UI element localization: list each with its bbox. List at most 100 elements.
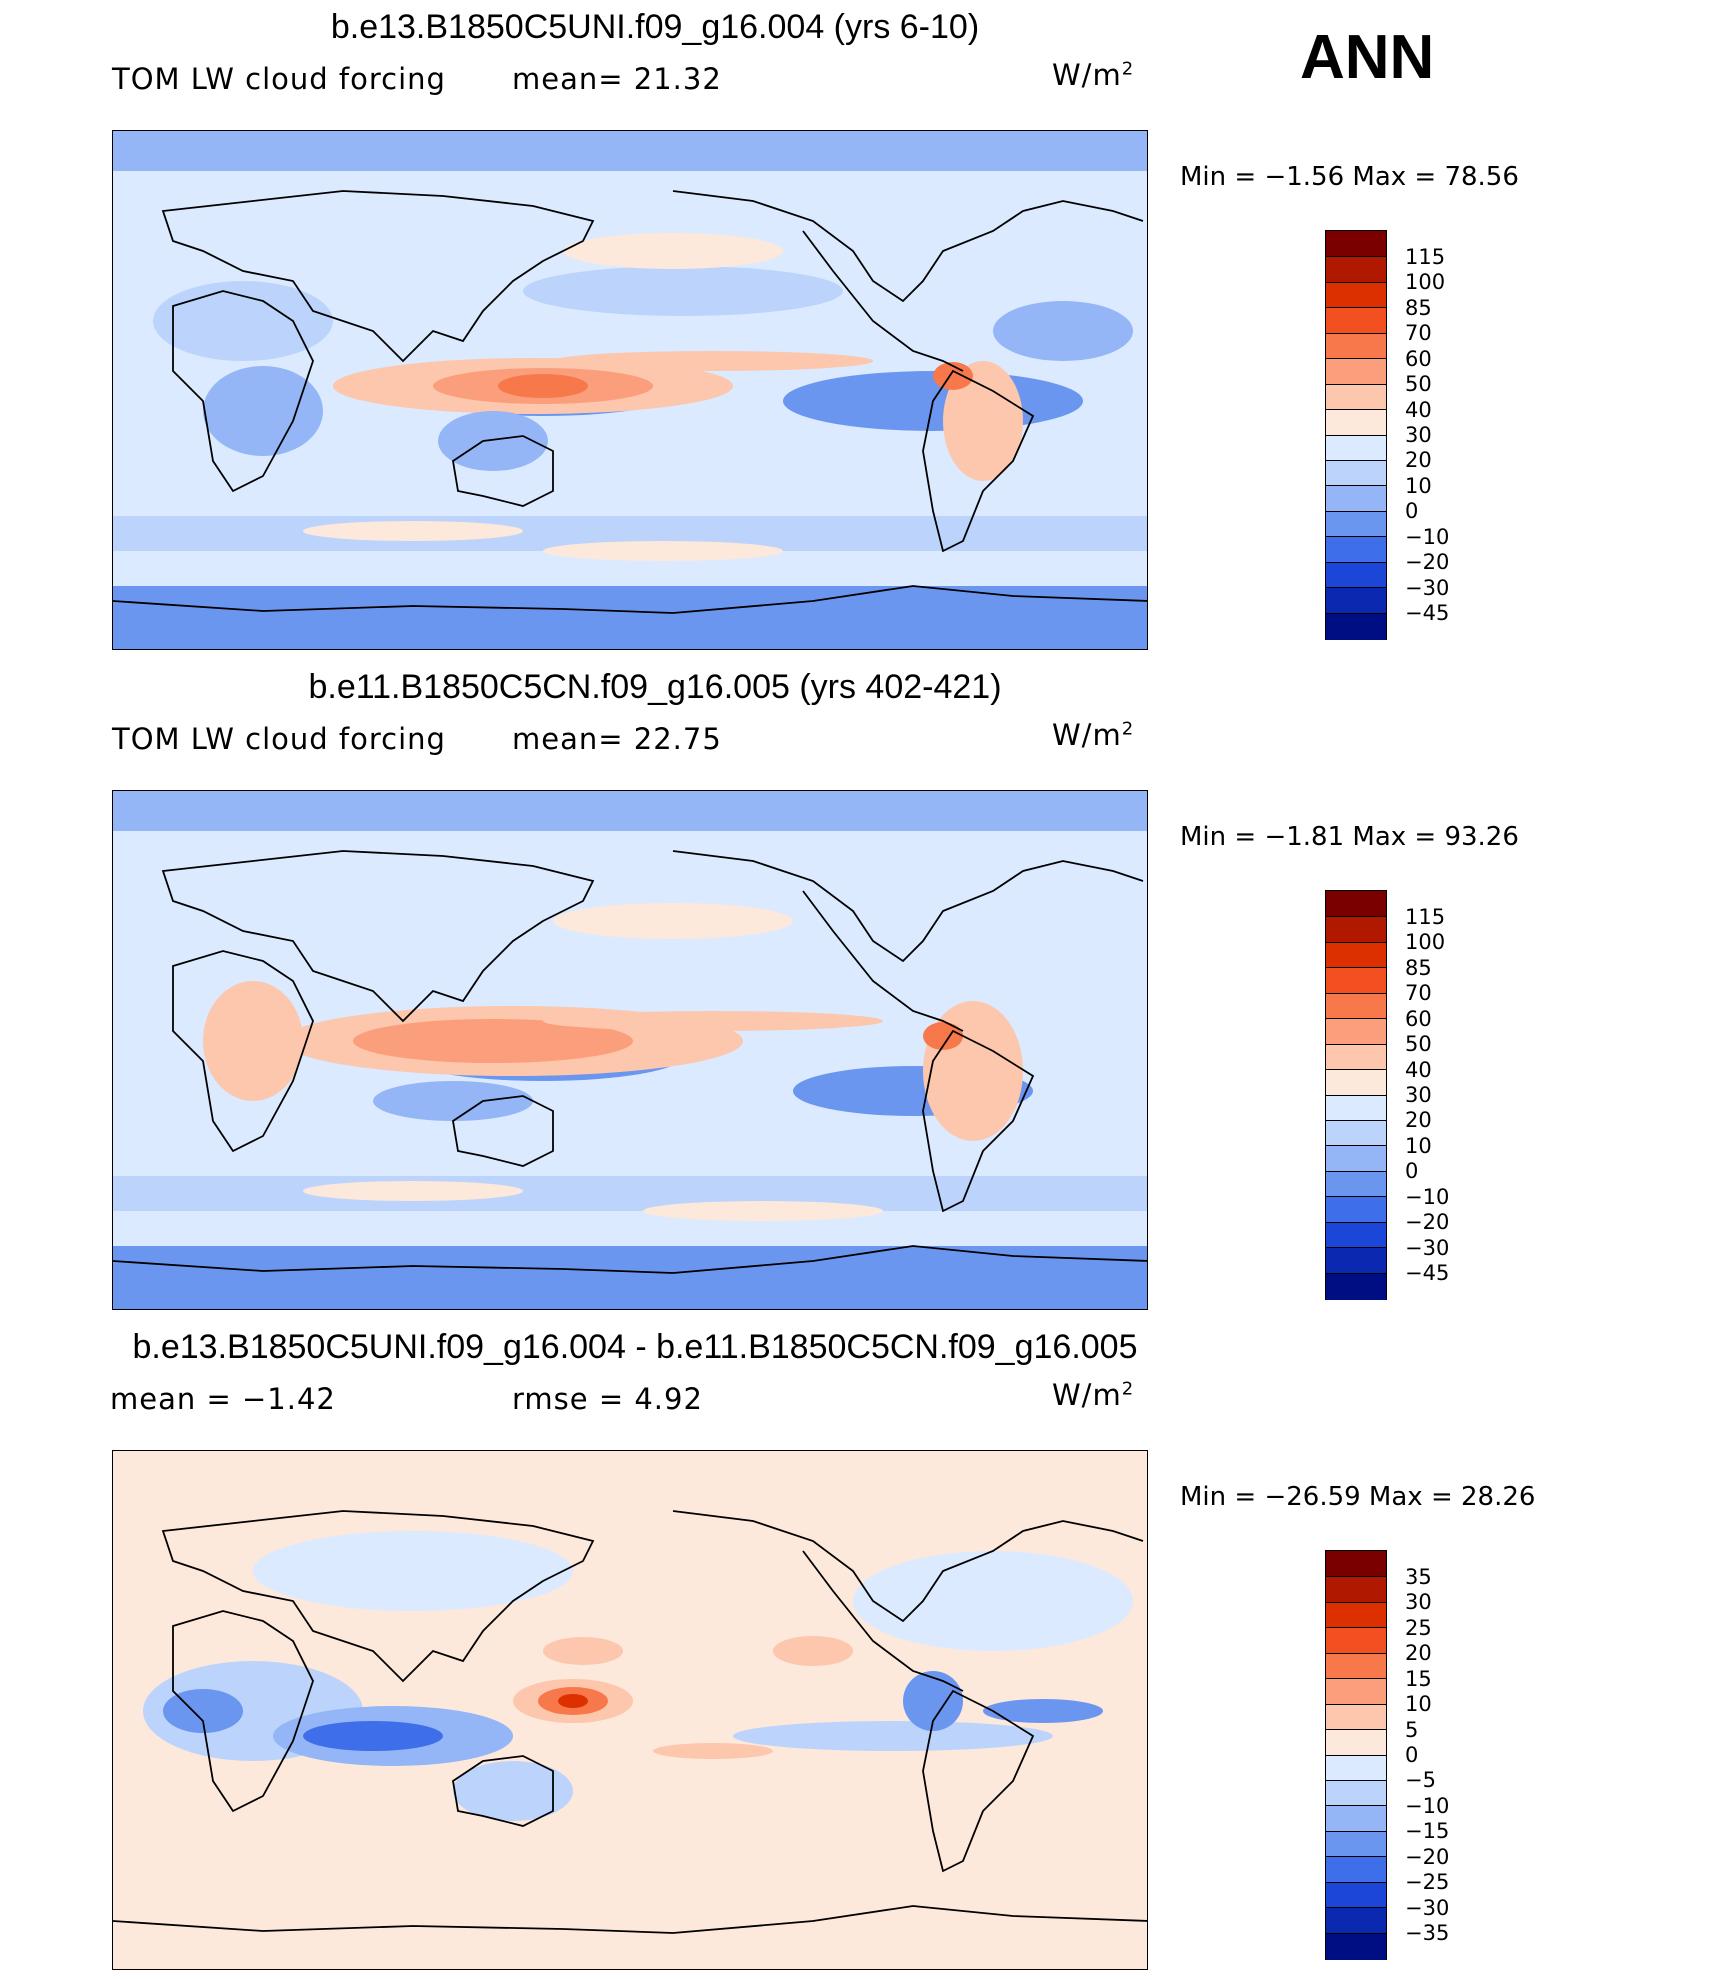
colorbar-swatch xyxy=(1326,1805,1386,1833)
colorbar-swatch xyxy=(1326,1094,1386,1122)
colorbar-swatch xyxy=(1326,1170,1386,1198)
colorbar-swatch xyxy=(1326,409,1386,436)
colorbar-level-label: −20 xyxy=(1405,1844,1450,1869)
colorbar-swatch xyxy=(1326,1272,1386,1300)
colorbar-swatch xyxy=(1326,231,1386,257)
colorbar-level-label: −30 xyxy=(1405,1235,1450,1260)
units-label: W/m2 xyxy=(1052,1378,1135,1412)
world-map xyxy=(112,1450,1148,1970)
colorbar-level-label: −45 xyxy=(1405,601,1450,626)
colorbar-swatch xyxy=(1326,1678,1386,1706)
colorbar-swatch xyxy=(1326,1145,1386,1173)
colorbar-swatch xyxy=(1326,332,1386,360)
colorbar-level-label: 35 xyxy=(1405,1564,1432,1589)
colorbar-level-label: 25 xyxy=(1405,1615,1432,1640)
colorbar-level-label: 20 xyxy=(1405,1108,1432,1133)
colorbar-level-label: 30 xyxy=(1405,1590,1432,1615)
colorbar-swatch xyxy=(1326,587,1386,615)
colorbar-swatch xyxy=(1326,536,1386,564)
colorbar-level-label: 0 xyxy=(1405,1159,1419,1184)
colorbar-level-label: 20 xyxy=(1405,448,1432,473)
colorbar-level-label: 70 xyxy=(1405,321,1432,346)
colorbar-swatch xyxy=(1326,1830,1386,1858)
colorbar-swatch xyxy=(1326,1043,1386,1071)
colorbar-swatch xyxy=(1326,1551,1386,1577)
colorbar-swatch xyxy=(1326,434,1386,462)
mean-label: mean= 22.75 xyxy=(512,722,722,756)
colorbar-level-label: 30 xyxy=(1405,1083,1432,1107)
colorbar-level-label: 100 xyxy=(1405,930,1446,955)
colorbar-level-label: 40 xyxy=(1405,1057,1432,1082)
variable-label: TOM LW cloud forcing xyxy=(112,62,446,96)
colorbar-level-label: −20 xyxy=(1405,550,1450,575)
colorbar-swatch xyxy=(1326,281,1386,309)
colorbar-swatch xyxy=(1326,307,1386,335)
colorbar-swatch xyxy=(1326,992,1386,1020)
colorbar-level-label: 30 xyxy=(1405,423,1432,447)
colorbar-level-label: 115 xyxy=(1405,904,1446,929)
colorbar-swatch xyxy=(1326,459,1386,487)
units-label: W/m2 xyxy=(1052,718,1135,752)
panel-title: b.e13.B1850C5UNI.f09_g16.004 (yrs 6-10) xyxy=(330,8,980,46)
colorbar-swatch xyxy=(1326,967,1386,995)
colorbar-swatch xyxy=(1326,383,1386,411)
colorbar-swatch xyxy=(1326,1196,1386,1224)
colorbar xyxy=(1325,1550,1387,1960)
colorbar-level-label: 60 xyxy=(1405,346,1432,371)
colorbar-swatch xyxy=(1326,1652,1386,1680)
variable-label: TOM LW cloud forcing xyxy=(112,722,446,756)
colorbar-level-label: −25 xyxy=(1405,1870,1450,1895)
colorbar-level-label: 20 xyxy=(1405,1641,1432,1666)
colorbar-swatch xyxy=(1326,485,1386,513)
colorbar-swatch xyxy=(1326,561,1386,589)
rmse-label: rmse = 4.92 xyxy=(512,1382,703,1416)
colorbar-swatch xyxy=(1326,1069,1386,1096)
colorbar-swatch xyxy=(1326,1119,1386,1147)
colorbar-level-label: 50 xyxy=(1405,372,1432,397)
min-max-label: Min = −1.56 Max = 78.56 xyxy=(1180,162,1519,192)
colorbar-level-label: 40 xyxy=(1405,397,1432,422)
colorbar-level-label: 10 xyxy=(1405,1133,1432,1158)
colorbar-swatch xyxy=(1326,1703,1386,1731)
colorbar-level-label: 15 xyxy=(1405,1666,1432,1691)
colorbar xyxy=(1325,230,1387,640)
colorbar-level-label: 60 xyxy=(1405,1006,1432,1031)
colorbar-level-label: 70 xyxy=(1405,981,1432,1006)
colorbar-level-label: 85 xyxy=(1405,295,1432,320)
colorbar-swatch xyxy=(1326,358,1386,386)
colorbar-swatch xyxy=(1326,256,1386,284)
colorbar-level-label: 85 xyxy=(1405,955,1432,980)
colorbar-level-label: −30 xyxy=(1405,1895,1450,1920)
panel-model-a: b.e13.B1850C5UNI.f09_g16.004 (yrs 6-10) … xyxy=(0,0,1710,660)
colorbar-level-label: −10 xyxy=(1405,524,1450,549)
colorbar-level-label: −45 xyxy=(1405,1261,1450,1286)
colorbar-swatch xyxy=(1326,941,1386,969)
colorbar-level-label: −20 xyxy=(1405,1210,1450,1235)
colorbar-level-label: 0 xyxy=(1405,1743,1419,1767)
mean-label: mean = −1.42 xyxy=(110,1382,336,1416)
colorbar-level-label: 10 xyxy=(1405,1692,1432,1717)
colorbar-level-label: −30 xyxy=(1405,575,1450,600)
panel-difference: b.e13.B1850C5UNI.f09_g16.004 - b.e11.B18… xyxy=(0,1320,1710,1980)
colorbar-swatch xyxy=(1326,1247,1386,1275)
panel-title: b.e13.B1850C5UNI.f09_g16.004 - b.e11.B18… xyxy=(132,1328,1138,1366)
colorbar-swatch xyxy=(1326,1627,1386,1655)
colorbar-level-label: 10 xyxy=(1405,473,1432,498)
world-map xyxy=(112,790,1148,1310)
colorbar-swatch xyxy=(1326,1576,1386,1604)
colorbar-level-label: −10 xyxy=(1405,1793,1450,1818)
colorbar-swatch xyxy=(1326,1221,1386,1249)
colorbar xyxy=(1325,890,1387,1300)
colorbar-level-label: 0 xyxy=(1405,499,1419,524)
colorbar-level-label: −35 xyxy=(1405,1921,1450,1946)
panel-title: b.e11.B1850C5CN.f09_g16.005 (yrs 402-421… xyxy=(308,668,1002,706)
colorbar-swatch xyxy=(1326,1856,1386,1884)
world-map xyxy=(112,130,1148,650)
colorbar-level-label: −10 xyxy=(1405,1184,1450,1209)
colorbar-swatch xyxy=(1326,1018,1386,1046)
colorbar-level-label: 115 xyxy=(1405,244,1446,269)
min-max-label: Min = −1.81 Max = 93.26 xyxy=(1180,822,1519,852)
panel-model-b: b.e11.B1850C5CN.f09_g16.005 (yrs 402-421… xyxy=(0,660,1710,1320)
colorbar-swatch xyxy=(1326,1881,1386,1909)
colorbar-swatch xyxy=(1326,916,1386,944)
